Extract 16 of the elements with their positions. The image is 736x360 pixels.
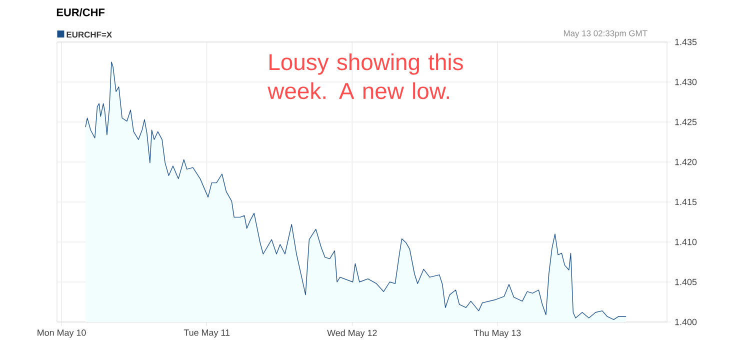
- x-tick-label: Thu May 13: [474, 330, 521, 338]
- annotation: Lousy showing this week. A new low.: [268, 53, 463, 100]
- x-tick-label: Wed May 12: [327, 330, 377, 338]
- text: May 13 02:33pm GMT: [564, 30, 648, 38]
- legend-label: EURCHF=X: [66, 32, 112, 38]
- x-tick-label: Mon May 10: [38, 330, 86, 338]
- y-tick-label: 1.435: [675, 38, 697, 46]
- chart-title: EUR/CHF: [56, 8, 105, 16]
- x-tick-label: Tue May 11: [184, 330, 230, 338]
- y-tick-label: 1.405: [675, 278, 697, 286]
- y-tick-label: 1.430: [675, 78, 697, 86]
- y-tick-label: 1.425: [675, 118, 697, 126]
- y-tick-label: 1.410: [675, 238, 697, 246]
- y-tick-label: 1.415: [675, 198, 697, 206]
- y-tick-label: 1.420: [675, 158, 697, 166]
- y-tick-label: 1.400: [675, 318, 697, 326]
